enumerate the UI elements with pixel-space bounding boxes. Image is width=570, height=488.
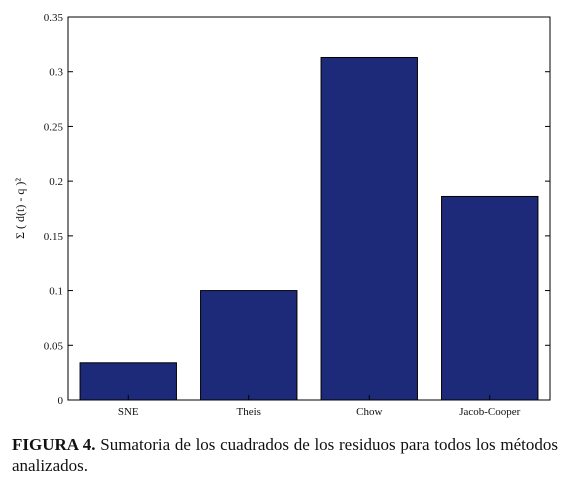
bar-theis <box>200 290 298 401</box>
y-tick-label: 0.05 <box>44 340 64 352</box>
y-tick-label: 0.25 <box>44 121 64 133</box>
bars <box>79 56 539 401</box>
figure-caption: FIGURA 4. Sumatoria de los cuadrados de … <box>12 434 558 476</box>
y-tick-label: 0.3 <box>49 67 63 79</box>
bar-chow <box>320 56 418 401</box>
y-tick-label: 0.1 <box>49 286 63 298</box>
y-tick-label: 0 <box>58 395 64 407</box>
x-tick-label: Jacob-Cooper <box>459 406 520 418</box>
bar-jacob-cooper <box>441 195 539 401</box>
x-ticks: SNE Theis Chow Jacob-Cooper <box>118 395 521 418</box>
bar-sne <box>79 362 177 401</box>
y-axis-label: Σ ( d(t) - q )² <box>13 178 27 239</box>
y-tick-label: 0.35 <box>44 12 64 24</box>
y-ticks: 0 0.05 0.1 0.15 0.2 0.25 0.3 0.35 <box>44 12 550 407</box>
y-tick-label: 0.15 <box>44 231 64 243</box>
plot-frame <box>67 16 551 401</box>
x-tick-label: Theis <box>237 406 261 418</box>
caption-text: Sumatoria de los cuadrados de los residu… <box>12 435 558 475</box>
y-tick-label: 0.2 <box>49 176 63 188</box>
x-tick-label: SNE <box>118 406 139 418</box>
bar-chart: 0 0.05 0.1 0.15 0.2 0.25 0.3 0.35 SNE Theis Chow J… <box>13 12 551 418</box>
caption-label: FIGURA 4. <box>12 435 96 454</box>
x-tick-label: Chow <box>356 406 382 418</box>
